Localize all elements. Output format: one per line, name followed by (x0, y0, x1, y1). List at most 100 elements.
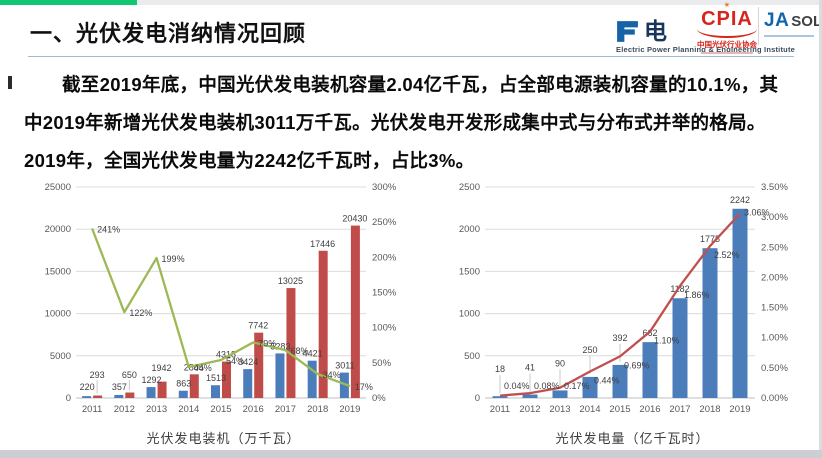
body-line-3: 2019年，全国光伏发电量为2242亿千瓦时，占比3%。 (24, 150, 475, 171)
eppei-logo: 电 (615, 19, 667, 44)
svg-text:199%: 199% (162, 254, 185, 264)
chart-caption-capacity: 光伏发电装机（万千瓦） (146, 431, 301, 446)
svg-text:2016: 2016 (639, 404, 660, 415)
svg-text:2805: 2805 (184, 362, 204, 372)
svg-text:300%: 300% (372, 182, 397, 193)
svg-text:4318: 4318 (216, 350, 236, 360)
cpia-logo: ✴ CPIA 中国光伏行业协会 (694, 1, 760, 54)
svg-text:250%: 250% (372, 217, 397, 228)
svg-text:50%: 50% (372, 358, 392, 369)
svg-text:2016: 2016 (243, 404, 264, 415)
svg-text:41: 41 (525, 363, 535, 373)
svg-text:2.00%: 2.00% (761, 272, 788, 283)
svg-text:25000: 25000 (45, 182, 71, 193)
cpia-arc (697, 29, 757, 38)
svg-text:3011: 3011 (335, 361, 354, 371)
svg-text:500: 500 (464, 351, 480, 362)
svg-text:0: 0 (475, 393, 480, 404)
svg-text:2012: 2012 (519, 404, 540, 415)
pv-generation-chart-canvas: 0 500 1000 1500 2000 2500 0.00% 0.50% 1.00% 1.50%… (459, 182, 789, 415)
svg-text:1.10%: 1.10% (654, 336, 680, 346)
ja-brand: JA (764, 10, 790, 31)
svg-text:20430: 20430 (342, 214, 367, 224)
paragraph-bullet (8, 76, 12, 89)
svg-text:1.86%: 1.86% (684, 290, 710, 300)
svg-text:20000: 20000 (45, 224, 71, 235)
svg-text:44%: 44% (194, 363, 212, 373)
svg-text:0.44%: 0.44% (594, 375, 620, 385)
svg-text:2011: 2011 (490, 404, 510, 415)
svg-text:3.06%: 3.06% (744, 208, 770, 218)
svg-text:0.00%: 0.00% (761, 393, 788, 404)
svg-text:2017: 2017 (275, 404, 296, 415)
chart-pv-installed-capacity: 0 5000 10000 15000 20000 25000 0% 50% 100% 150% 20… (36, 177, 411, 447)
svg-text:10000: 10000 (45, 309, 71, 320)
svg-text:122%: 122% (129, 308, 152, 318)
svg-text:5000: 5000 (50, 351, 71, 362)
svg-text:150%: 150% (372, 288, 397, 299)
svg-text:4421: 4421 (303, 349, 323, 359)
top-edge-strip (137, 0, 822, 5)
svg-text:34%: 34% (323, 370, 341, 380)
svg-text:2014: 2014 (178, 404, 199, 415)
svg-text:2.52%: 2.52% (714, 250, 740, 260)
svg-text:79%: 79% (258, 338, 276, 348)
chart-pv-generation: 0 500 1000 1500 2000 2500 0.00% 0.50% 1.00% 1.50%… (445, 177, 820, 447)
svg-text:2019: 2019 (729, 404, 750, 415)
svg-text:2014: 2014 (579, 404, 600, 415)
svg-text:15000: 15000 (45, 266, 71, 277)
body-paragraph: 截至2019年底，中国光伏发电装机容量2.04亿千瓦，占全部电源装机容量的10.… (24, 66, 810, 180)
slide-bottom-edge (0, 450, 822, 458)
svg-text:17446: 17446 (310, 239, 335, 249)
svg-text:1942: 1942 (152, 363, 172, 373)
svg-text:7742: 7742 (248, 321, 268, 331)
cpia-abbr: CPIA (701, 8, 753, 30)
ja-suffix: SOL (791, 13, 822, 30)
cpia-cn-name: 中国光伏行业协会 (697, 40, 757, 49)
svg-text:2242: 2242 (730, 195, 750, 205)
cpia-tagline-bar (701, 52, 753, 54)
eppei-emblem-icon (617, 21, 638, 42)
svg-text:17%: 17% (355, 382, 373, 392)
svg-text:1513: 1513 (206, 373, 226, 383)
svg-text:1292: 1292 (142, 375, 162, 385)
svg-text:18: 18 (495, 364, 505, 374)
svg-text:1000: 1000 (459, 309, 480, 320)
svg-text:0: 0 (66, 393, 71, 404)
svg-text:2018: 2018 (699, 404, 720, 415)
title-underline (28, 56, 794, 57)
svg-text:650: 650 (122, 370, 137, 380)
pv-capacity-chart-canvas: 0 5000 10000 15000 20000 25000 0% 50% 100% 150% 20… (45, 182, 397, 415)
svg-text:2012: 2012 (114, 404, 135, 415)
chart-caption-generation: 光伏发电量（亿千瓦时） (555, 431, 710, 446)
svg-text:3.00%: 3.00% (761, 212, 788, 223)
svg-text:1.00%: 1.00% (761, 333, 788, 344)
svg-text:392: 392 (612, 333, 627, 343)
ja-solar-logo: JA SOL (764, 10, 822, 37)
svg-text:3.50%: 3.50% (761, 182, 788, 193)
svg-text:0.04%: 0.04% (504, 381, 530, 391)
svg-text:90: 90 (555, 358, 565, 368)
svg-text:54%: 54% (226, 356, 244, 366)
svg-text:1182: 1182 (670, 284, 689, 294)
ja-tagline-bar (764, 35, 814, 37)
svg-text:1500: 1500 (459, 266, 480, 277)
svg-text:3424: 3424 (238, 357, 258, 367)
svg-text:13025: 13025 (278, 276, 303, 286)
cpia-star-icon: ✴ (723, 0, 731, 10)
svg-text:2013: 2013 (549, 404, 570, 415)
svg-text:200%: 200% (372, 252, 397, 263)
svg-text:0.08%: 0.08% (534, 381, 560, 391)
svg-text:2017: 2017 (669, 404, 690, 415)
body-line-1: 截至2019年底，中国光伏发电装机容量2.04亿千瓦，占全部电源装机容量的10.… (62, 74, 779, 95)
svg-text:100%: 100% (372, 323, 397, 334)
svg-text:220: 220 (80, 382, 95, 392)
body-line-2: 中2019年新增光伏发电装机3011万千瓦。光伏发电开发形成集中式与分布式并举的… (24, 112, 766, 133)
svg-text:2019: 2019 (339, 404, 360, 415)
svg-text:863: 863 (176, 379, 191, 389)
top-accent-bar (0, 0, 137, 5)
svg-text:2015: 2015 (609, 404, 630, 415)
svg-text:2013: 2013 (146, 404, 167, 415)
eppei-en-name: Electric Power Planning & Engineering In… (616, 45, 796, 54)
